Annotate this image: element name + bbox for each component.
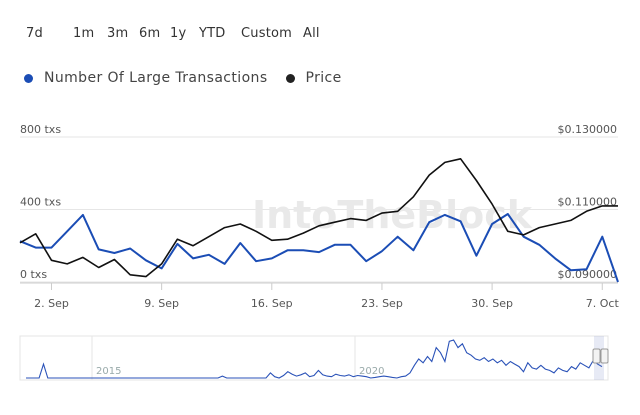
y-axis-right: $0.090000$0.110000$0.130000 [558, 123, 618, 281]
x-axis: 2. Sep 9. Sep 16. Sep 23. Sep 30. Sep 7. Oct [20, 282, 620, 310]
range-custom-button[interactable]: Custom [241, 26, 293, 41]
navigator-year-label: 2020 [359, 366, 384, 377]
x-tick-label: 16. Sep [251, 297, 293, 310]
grid-lines [20, 136, 618, 283]
y-right-tick-label: $0.090000 [558, 268, 618, 281]
legend-dot-price [285, 73, 295, 83]
range-1m-button[interactable]: 1m [73, 26, 95, 41]
y-left-tick-label: 400 txs [20, 196, 61, 209]
navigator-year-label: 2015 [96, 366, 121, 377]
navigator-frame [19, 335, 609, 381]
series-layer [19, 158, 619, 283]
legend-dot-transactions [24, 73, 33, 83]
range-3m-button[interactable]: 3m [107, 26, 129, 41]
range-1y-button[interactable]: 1y [170, 26, 187, 41]
x-tick-label: 23. Sep [361, 297, 403, 310]
legend-label-price: Price [305, 70, 342, 86]
x-tick-label: 9. Sep [144, 297, 179, 310]
range-7d-button[interactable]: 7d [26, 26, 43, 41]
series-line-transactions [19, 213, 619, 283]
series-line-price [19, 158, 618, 278]
legend-item-transactions[interactable]: Number Of Large Transactions [24, 70, 268, 86]
range-selector: 7d 1m 3m 6m 1y YTD Custom All [26, 22, 320, 45]
navigator-left-handle[interactable] [592, 348, 601, 364]
chart-legend: Number Of Large Transactions Price [24, 70, 360, 86]
y-left-tick-label: 0 txs [20, 268, 47, 281]
y-axis-left: 0 txs 400 txs 800 txs [20, 123, 61, 281]
x-tick-label: 30. Sep [471, 297, 513, 310]
navigator-series-line [26, 339, 603, 379]
y-left-tick-label: 800 txs [20, 123, 61, 136]
navigator-right-handle[interactable] [600, 348, 609, 364]
legend-label-transactions: Number Of Large Transactions [44, 70, 268, 86]
y-right-tick-label: $0.130000 [558, 123, 618, 136]
range-ytd-button[interactable]: YTD [199, 26, 226, 41]
range-all-button[interactable]: All [303, 26, 320, 41]
watermark-text: IntoTheBlock [252, 193, 533, 237]
x-tick-label: 2. Sep [34, 297, 69, 310]
legend-item-price[interactable]: Price [285, 70, 342, 86]
range-navigator[interactable]: 2015 2020 [19, 335, 609, 381]
range-6m-button[interactable]: 6m [139, 26, 161, 41]
x-tick-label: 7. Oct [586, 297, 620, 310]
